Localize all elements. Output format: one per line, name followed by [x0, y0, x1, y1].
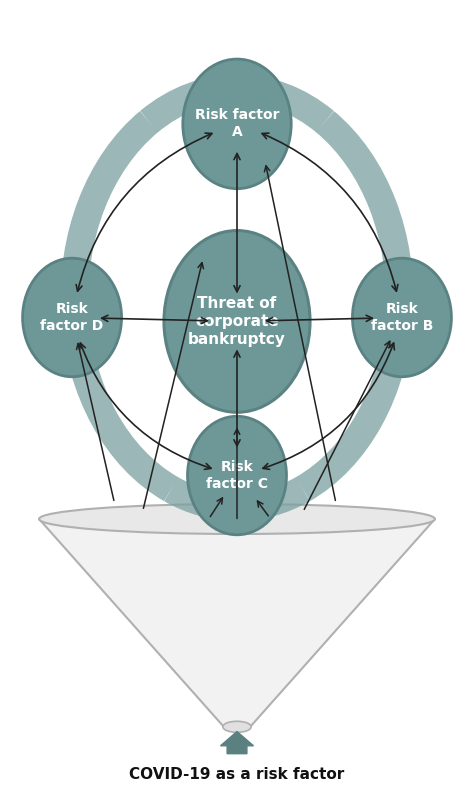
Text: Risk factor
A: Risk factor A [195, 109, 279, 140]
Ellipse shape [223, 722, 251, 733]
Ellipse shape [39, 504, 435, 534]
Polygon shape [195, 460, 279, 519]
Text: Risk
factor D: Risk factor D [40, 302, 104, 333]
Ellipse shape [353, 259, 451, 377]
FancyArrow shape [220, 732, 254, 753]
Ellipse shape [188, 416, 286, 534]
Ellipse shape [164, 231, 310, 412]
Ellipse shape [23, 259, 121, 377]
Polygon shape [39, 519, 435, 727]
Ellipse shape [183, 59, 291, 189]
Text: COVID-19 as a risk factor: COVID-19 as a risk factor [129, 767, 345, 782]
Text: Threat of
corporate
bankruptcy: Threat of corporate bankruptcy [188, 296, 286, 347]
Text: Risk
factor C: Risk factor C [206, 460, 268, 491]
Text: Risk
factor B: Risk factor B [371, 302, 433, 333]
